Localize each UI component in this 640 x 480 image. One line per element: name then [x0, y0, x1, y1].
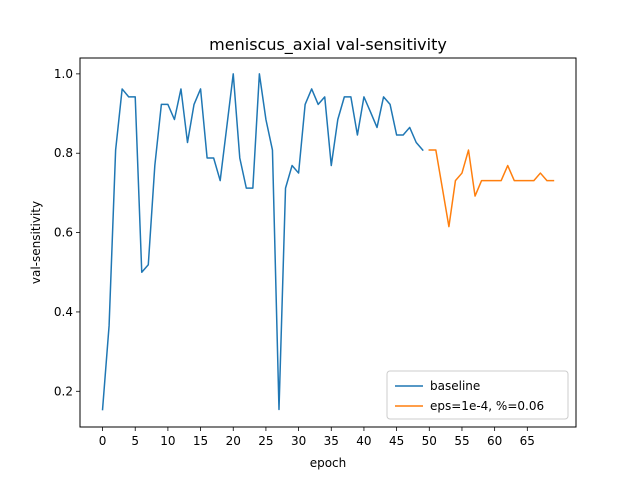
x-tick-label: 10: [160, 434, 175, 448]
series-line-1: [428, 149, 555, 228]
legend: baseline eps=1e-4, %=0.06: [386, 370, 569, 420]
x-tick-label: 5: [131, 434, 139, 448]
x-tick-label: 35: [324, 434, 339, 448]
x-tick-label: 50: [422, 434, 437, 448]
plot-area: [80, 58, 576, 427]
x-tick-label: 0: [99, 434, 107, 448]
y-tick-label: 0.4: [54, 305, 73, 319]
y-tick-label: 0.6: [54, 226, 73, 240]
x-tick-label: 45: [389, 434, 404, 448]
x-tick-label: 20: [226, 434, 241, 448]
y-axis-label: val-sensitivity: [29, 201, 43, 284]
plot-frame: [79, 57, 577, 428]
x-tick-label: 25: [258, 434, 273, 448]
y-tick-label: 0.8: [54, 146, 73, 160]
x-tick-label: 55: [454, 434, 469, 448]
y-tick-label: 1.0: [54, 67, 73, 81]
series-line-0: [101, 73, 424, 411]
x-tick-label: 65: [520, 434, 535, 448]
legend-box: [386, 370, 569, 420]
x-axis-ticks: 0 5 10 15 20 25 30 35 40 45 50 55 60 65: [99, 427, 535, 448]
chart-title: meniscus_axial val-sensitivity: [209, 35, 447, 55]
legend-label-0: baseline: [430, 379, 480, 393]
x-tick-label: 60: [487, 434, 502, 448]
y-tick-label: 0.2: [54, 384, 73, 398]
x-tick-label: 15: [193, 434, 208, 448]
legend-label-1: eps=1e-4, %=0.06: [430, 399, 544, 413]
x-tick-label: 30: [291, 434, 306, 448]
series-layer: [101, 73, 555, 411]
x-tick-label: 40: [356, 434, 371, 448]
x-axis-label: epoch: [310, 456, 347, 470]
y-axis-ticks: 0.2 0.4 0.6 0.8 1.0: [54, 67, 80, 398]
